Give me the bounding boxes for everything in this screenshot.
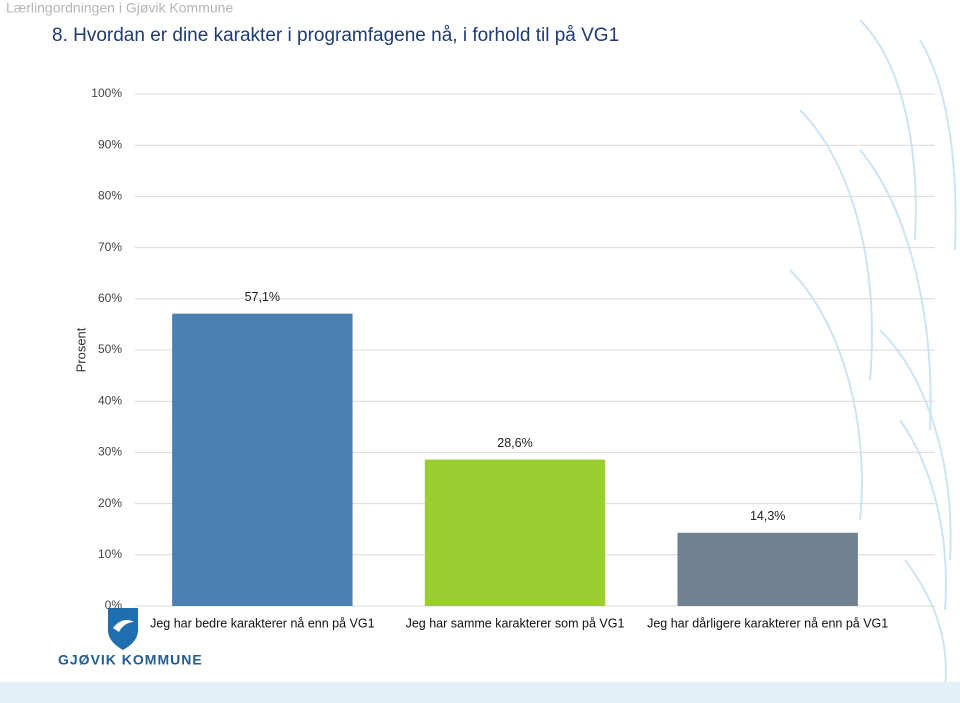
logo [108, 608, 138, 650]
data-label: 14,3% [750, 509, 785, 523]
bar [677, 532, 858, 606]
x-tick-label: Jeg har dårligere karakterer nå enn på V… [647, 616, 888, 630]
y-tick-label: 60% [98, 291, 122, 305]
wing-decoration [789, 19, 957, 691]
y-tick-label: 80% [98, 189, 122, 203]
y-tick-label: 50% [98, 342, 122, 356]
footer-band [0, 682, 960, 703]
y-tick-label: 0% [105, 598, 123, 612]
bar [424, 459, 606, 606]
y-tick-label: 30% [98, 445, 122, 459]
logo-text: GJØVIK KOMMUNE [58, 652, 203, 668]
y-tick-label: 10% [98, 547, 122, 561]
y-tick-label: 100% [91, 86, 122, 100]
y-tick-label: 70% [98, 240, 122, 254]
x-tick-label: Jeg har samme karakterer som på VG1 [406, 616, 625, 630]
x-tick-label: Jeg har bedre karakterer nå enn på VG1 [150, 616, 374, 630]
data-label: 28,6% [497, 436, 532, 450]
y-axis-label: Prosent [73, 327, 88, 372]
y-tick-label: 40% [98, 393, 122, 407]
y-tick-label: 20% [98, 496, 122, 510]
y-tick-label: 90% [98, 137, 122, 151]
bar [172, 313, 353, 606]
chart-title: 8. Hvordan er dine karakter i programfag… [52, 25, 619, 46]
data-label: 57,1% [245, 290, 280, 304]
header: Lærlingordningen i Gjøvik Kommune [6, 0, 233, 16]
